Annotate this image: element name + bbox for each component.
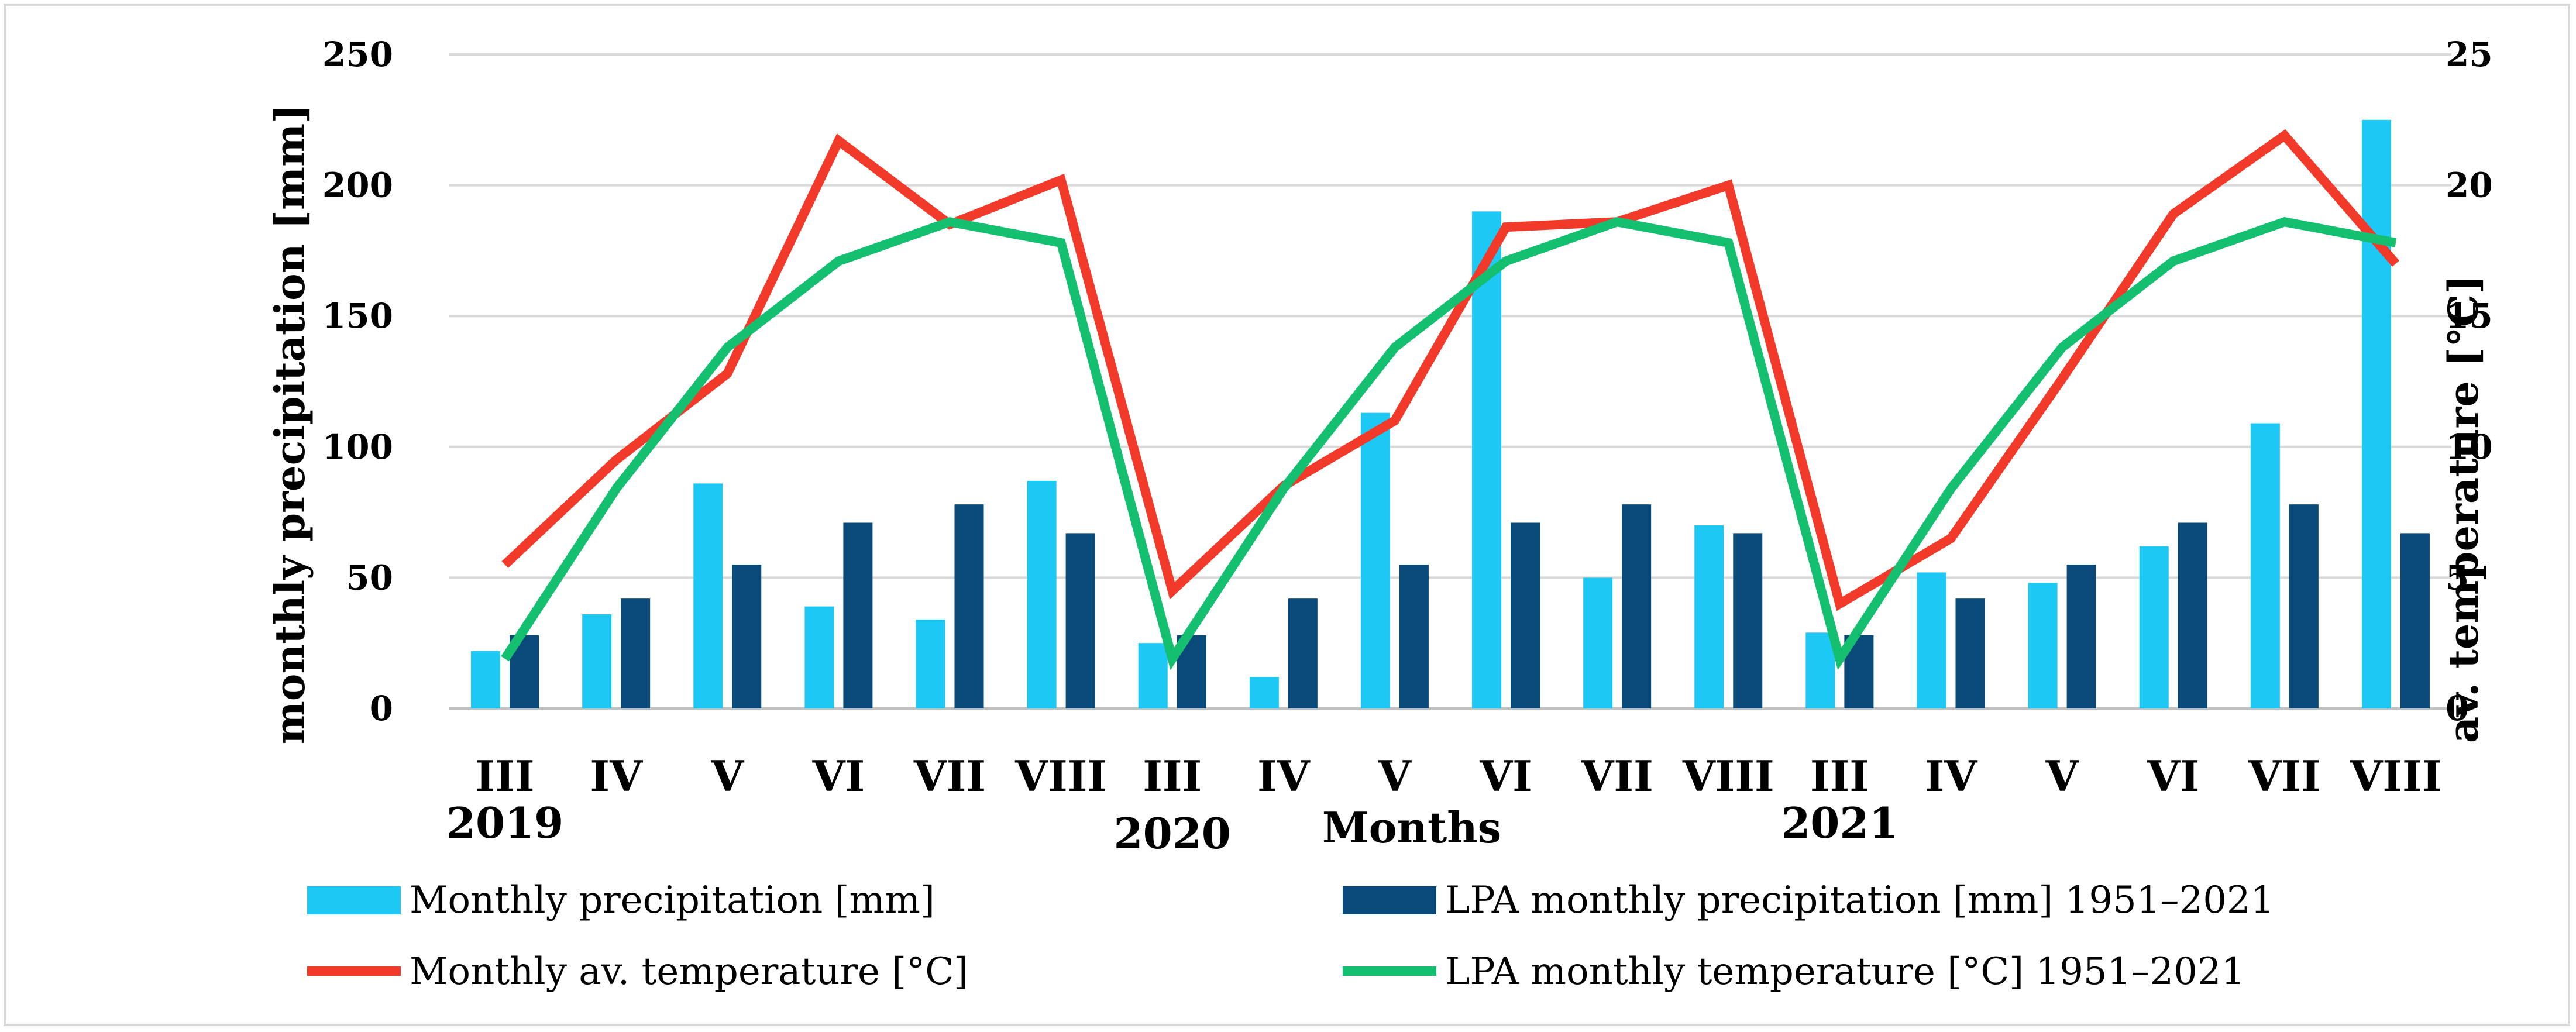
x-year-label: 2021 xyxy=(1781,798,1898,848)
x-category-label: VIII xyxy=(1682,751,1774,801)
bar-lpa-precipitation xyxy=(2178,522,2207,708)
x-category-label: VII xyxy=(913,751,986,801)
bar-monthly-precipitation xyxy=(2361,119,2391,709)
bar-lpa-precipitation xyxy=(1511,522,1540,708)
x-category-label: V xyxy=(710,751,744,801)
x-category-label: III xyxy=(1810,751,1869,801)
x-category-label: VI xyxy=(1479,751,1532,801)
x-category-label: VIII xyxy=(1014,751,1107,801)
tick-labels: 0 50 100 150 200 250 0 5 10 15 20 25 xyxy=(322,35,2493,728)
legend-label-lpa-precipitation: LPA monthly precipitation [mm] 1951–2021 xyxy=(1445,879,2274,922)
x-category-label: VIII xyxy=(2349,751,2441,801)
x-category-label: VII xyxy=(1581,751,1653,801)
x-category-label: III xyxy=(476,751,535,801)
bar-monthly-precipitation xyxy=(1027,480,1057,708)
bar-lpa-precipitation xyxy=(2400,533,2430,708)
chart-frame xyxy=(4,4,2570,1026)
x-category-label: III xyxy=(1143,751,1202,801)
x-category-label: IV xyxy=(590,751,643,801)
y-left-tick-label: 250 xyxy=(322,35,393,74)
bar-lpa-precipitation xyxy=(1288,598,1318,708)
bar-lpa-precipitation xyxy=(1399,565,1429,708)
bars xyxy=(471,119,2430,709)
bar-lpa-precipitation xyxy=(1955,598,1985,708)
y-axis-right-title: av. temperature [°C] xyxy=(2439,275,2488,743)
bar-lpa-precipitation xyxy=(843,522,873,708)
bar-monthly-precipitation xyxy=(1583,577,1613,708)
bar-monthly-precipitation xyxy=(1805,632,1835,708)
gridlines xyxy=(449,53,2451,710)
y-axis-left-title: monthly precipitation [mm] xyxy=(266,104,314,745)
bar-monthly-precipitation xyxy=(693,483,723,708)
y-right-tick-label: 15 xyxy=(2446,296,2493,336)
legend-item-monthly-precipitation: Monthly precipitation [mm] xyxy=(307,879,935,922)
y-right-tick-label: 20 xyxy=(2446,166,2493,205)
y-right-tick-label: 25 xyxy=(2446,35,2493,74)
x-category-label: IV xyxy=(1257,751,1311,801)
x-axis-title: Months xyxy=(1322,803,1501,852)
legend-swatch-lpa-precipitation xyxy=(1343,886,1436,914)
bar-monthly-precipitation xyxy=(1138,643,1168,708)
legend-label-lpa-temperature: LPA monthly temperature [°C] 1951–2021 xyxy=(1445,950,2245,993)
bar-monthly-precipitation xyxy=(916,619,945,708)
bar-lpa-precipitation xyxy=(2066,565,2096,708)
bar-monthly-precipitation xyxy=(2028,583,2058,708)
x-category-label: V xyxy=(1378,751,1412,801)
bar-monthly-precipitation xyxy=(1472,211,1502,708)
bar-lpa-precipitation xyxy=(1622,504,1652,708)
bar-monthly-precipitation xyxy=(1694,525,1724,708)
y-left-tick-label: 50 xyxy=(346,558,393,597)
x-category-label: V xyxy=(2045,751,2079,801)
legend-label-monthly-temperature: Monthly av. temperature [°C] xyxy=(410,950,968,993)
bar-monthly-precipitation xyxy=(1249,677,1279,708)
y-right-tick-label: 10 xyxy=(2446,427,2493,467)
legend-item-lpa-temperature: LPA monthly temperature [°C] 1951–2021 xyxy=(1343,950,2245,993)
bar-lpa-precipitation xyxy=(621,598,651,708)
y-left-tick-label: 150 xyxy=(322,296,393,336)
x-category-label: VI xyxy=(2147,751,2200,801)
y-right-tick-label: 0 xyxy=(2446,689,2469,728)
x-category-label: VI xyxy=(812,751,865,801)
bar-monthly-precipitation xyxy=(2139,546,2169,708)
temperature-lines xyxy=(501,129,2399,670)
bar-lpa-precipitation xyxy=(2289,504,2319,708)
legend-label-monthly-precipitation: Monthly precipitation [mm] xyxy=(410,879,935,922)
bar-monthly-precipitation xyxy=(2250,423,2280,708)
bar-monthly-precipitation xyxy=(804,606,834,708)
bar-lpa-precipitation xyxy=(1065,533,1095,708)
category-labels: III IV V VI VII VIII III IV V VI VII VIII III IV V VI VI… xyxy=(446,751,2442,858)
y-left-tick-label: 0 xyxy=(370,689,393,728)
bar-lpa-precipitation xyxy=(732,565,762,708)
x-category-label: IV xyxy=(1925,751,1978,801)
x-year-label: 2020 xyxy=(1114,809,1231,858)
x-category-label: VII xyxy=(2248,751,2320,801)
line-monthly-temperature xyxy=(501,129,2399,611)
bar-monthly-precipitation xyxy=(471,651,501,708)
legend: Monthly precipitation [mm] LPA monthly p… xyxy=(307,879,2274,993)
y-left-tick-label: 100 xyxy=(322,427,393,467)
bar-monthly-precipitation xyxy=(1360,412,1390,708)
legend-item-monthly-temperature: Monthly av. temperature [°C] xyxy=(307,950,968,993)
x-year-label: 2019 xyxy=(446,798,563,848)
bar-lpa-precipitation xyxy=(1733,533,1763,708)
legend-item-lpa-precipitation: LPA monthly precipitation [mm] 1951–2021 xyxy=(1343,879,2274,922)
legend-swatch-monthly-precipitation xyxy=(307,886,401,914)
y-left-tick-label: 200 xyxy=(322,166,393,205)
y-right-tick-label: 5 xyxy=(2446,558,2469,597)
line-lpa-temperature xyxy=(501,216,2397,670)
bar-monthly-precipitation xyxy=(582,614,612,708)
bar-monthly-precipitation xyxy=(1917,572,1946,708)
bar-lpa-precipitation xyxy=(954,504,984,708)
